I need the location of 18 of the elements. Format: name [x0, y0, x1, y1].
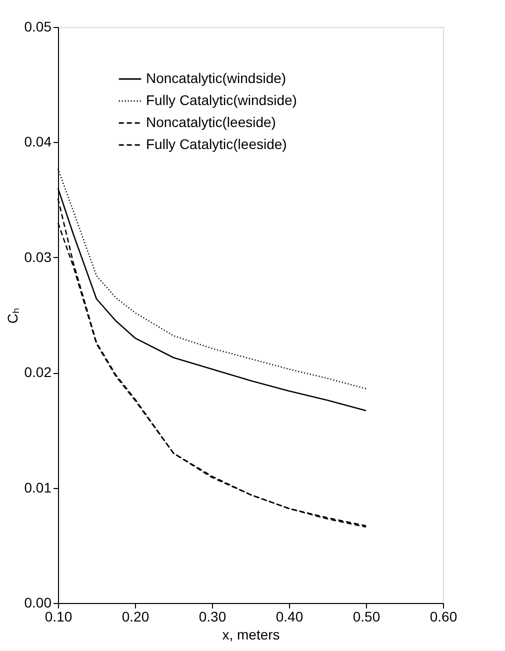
x-tick-label: 0.30 [198, 608, 226, 624]
y-tick-label: 0.00 [24, 594, 52, 610]
y-tick-label: 0.02 [24, 364, 52, 380]
x-tick-label: 0.20 [122, 608, 150, 624]
legend-label: Fully Catalytic(leeside) [146, 136, 287, 152]
x-tick-label: 0.40 [276, 608, 304, 624]
legend-label: Noncatalytic(windside) [146, 70, 286, 86]
y-tick-label: 0.03 [24, 248, 52, 265]
y-axis-title: Cₕ [4, 307, 20, 324]
x-tick-label: 0.10 [44, 608, 72, 624]
legend-label: Noncatalytic(leeside) [146, 114, 276, 130]
x-tick-label: 0.50 [352, 608, 380, 624]
y-tick-label: 0.05 [24, 18, 52, 34]
y-tick-label: 0.04 [24, 134, 52, 150]
x-tick-label: 0.60 [430, 608, 458, 624]
legend-label: Fully Catalytic(windside) [146, 92, 297, 108]
y-tick-label: 0.01 [24, 479, 52, 496]
x-axis-title: x, meters [222, 626, 280, 642]
